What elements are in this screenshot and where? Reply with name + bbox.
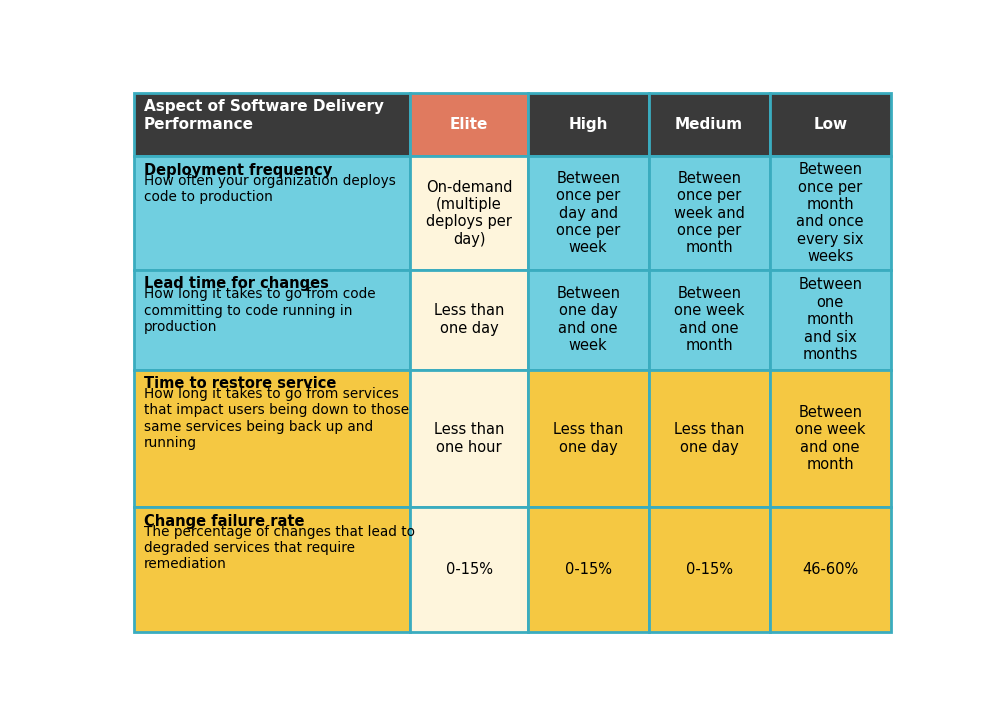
Text: Less than
one hour: Less than one hour [434, 422, 504, 454]
Text: Low: Low [813, 117, 847, 132]
Bar [134, 507, 410, 633]
Text: Change failure rate: Change failure rate [144, 514, 304, 529]
Bar [528, 370, 649, 507]
Bar [770, 370, 891, 507]
Text: Between
one
month
and six
months: Between one month and six months [798, 277, 862, 362]
Bar [770, 93, 891, 157]
Bar [770, 270, 891, 370]
Bar [410, 370, 528, 507]
Bar [134, 157, 410, 270]
Text: How long it takes to go from code
committing to code running in
production: How long it takes to go from code commit… [144, 287, 375, 334]
Bar [528, 157, 649, 270]
Text: Between
one week
and one
month: Between one week and one month [674, 286, 744, 353]
Bar [528, 270, 649, 370]
Bar [134, 93, 410, 157]
Text: The percentage of changes that lead to
degraded services that require
remediatio: The percentage of changes that lead to d… [144, 525, 415, 571]
Text: 0-15%: 0-15% [565, 562, 612, 577]
Text: Aspect of Software Delivery
Performance: Aspect of Software Delivery Performance [144, 99, 384, 132]
Text: Medium: Medium [675, 117, 743, 132]
Bar [649, 507, 770, 633]
Bar [770, 157, 891, 270]
Bar [649, 370, 770, 507]
Text: How long it takes to go from services
that impact users being down to those
same: How long it takes to go from services th… [144, 387, 409, 449]
Text: Less than
one day: Less than one day [674, 422, 744, 454]
Text: Lead time for changes: Lead time for changes [144, 276, 328, 292]
Text: High: High [568, 117, 608, 132]
Bar [528, 93, 649, 157]
Bar [134, 370, 410, 507]
Text: Between
once per
day and
once per
week: Between once per day and once per week [556, 171, 620, 256]
Text: 46-60%: 46-60% [802, 562, 858, 577]
Text: 0-15%: 0-15% [686, 562, 733, 577]
Text: Less than
one day: Less than one day [553, 422, 623, 454]
Bar [410, 93, 528, 157]
Bar [649, 93, 770, 157]
Bar [134, 270, 410, 370]
Text: Deployment frequency: Deployment frequency [144, 163, 332, 178]
Bar [649, 270, 770, 370]
Text: Between
one week
and one
month: Between one week and one month [795, 405, 865, 472]
Text: Between
once per
month
and once
every six
weeks: Between once per month and once every si… [796, 162, 864, 264]
Bar [410, 507, 528, 633]
Bar [410, 270, 528, 370]
Text: Less than
one day: Less than one day [434, 304, 504, 336]
Text: Between
once per
week and
once per
month: Between once per week and once per month [674, 171, 745, 256]
Text: On-demand
(multiple
deploys per
day): On-demand (multiple deploys per day) [426, 180, 512, 247]
Bar [528, 507, 649, 633]
Text: Time to restore service: Time to restore service [144, 376, 336, 391]
Text: Between
one day
and one
week: Between one day and one week [556, 286, 620, 353]
Text: 0-15%: 0-15% [446, 562, 493, 577]
Bar [649, 157, 770, 270]
Bar [410, 157, 528, 270]
Text: How often your organization deploys
code to production: How often your organization deploys code… [144, 174, 395, 204]
Bar [770, 507, 891, 633]
Text: Elite: Elite [450, 117, 488, 132]
